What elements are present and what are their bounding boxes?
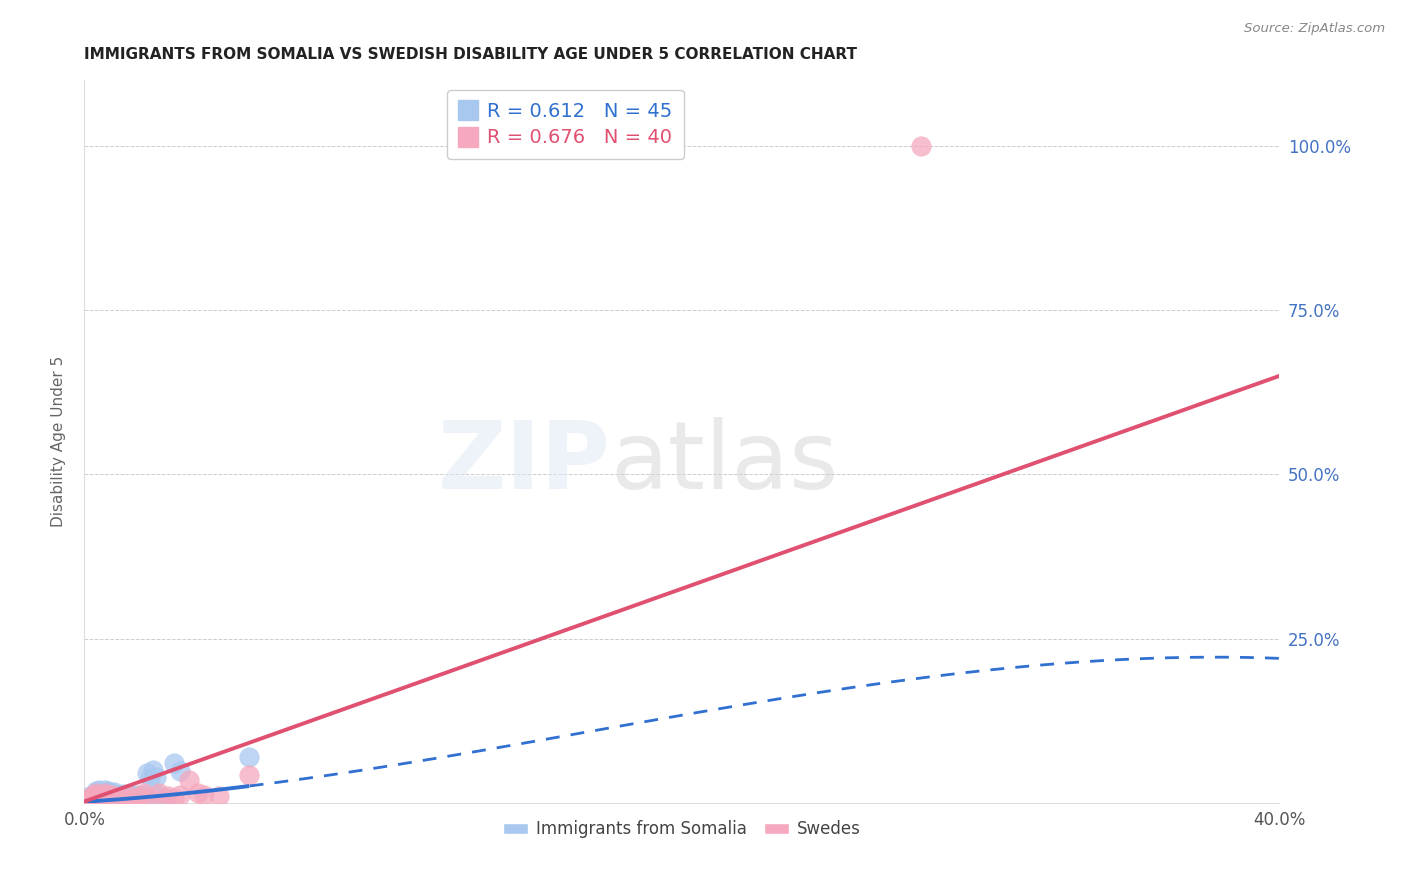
Point bbox=[89, 792, 111, 806]
Point bbox=[121, 792, 143, 806]
Point bbox=[148, 786, 170, 800]
Point bbox=[91, 788, 114, 802]
Point bbox=[115, 794, 138, 808]
Point bbox=[94, 792, 117, 806]
Point bbox=[169, 764, 191, 779]
Point bbox=[145, 770, 167, 784]
Point bbox=[193, 788, 215, 802]
Point bbox=[89, 789, 111, 804]
Point bbox=[91, 795, 114, 809]
Point bbox=[82, 788, 104, 802]
Point bbox=[112, 792, 135, 806]
Point bbox=[97, 784, 120, 798]
Point bbox=[100, 794, 122, 808]
Point bbox=[105, 788, 128, 802]
Point bbox=[103, 790, 125, 805]
Point bbox=[163, 756, 186, 771]
Point bbox=[127, 793, 149, 807]
Y-axis label: Disability Age Under 5: Disability Age Under 5 bbox=[51, 356, 66, 527]
Point bbox=[124, 791, 146, 805]
Point bbox=[79, 790, 101, 805]
Point bbox=[110, 793, 132, 807]
Point bbox=[169, 788, 191, 802]
Text: IMMIGRANTS FROM SOMALIA VS SWEDISH DISABILITY AGE UNDER 5 CORRELATION CHART: IMMIGRANTS FROM SOMALIA VS SWEDISH DISAB… bbox=[84, 47, 858, 62]
Point bbox=[127, 793, 149, 807]
Point bbox=[655, 139, 678, 153]
Point bbox=[103, 794, 125, 808]
Point bbox=[97, 789, 120, 804]
Point bbox=[148, 789, 170, 804]
Point bbox=[129, 789, 152, 804]
Point bbox=[82, 790, 104, 805]
Point bbox=[89, 782, 111, 797]
Point bbox=[157, 789, 180, 804]
Point bbox=[139, 790, 162, 805]
Point bbox=[177, 772, 200, 787]
Point bbox=[142, 763, 165, 777]
Point bbox=[100, 788, 122, 802]
Point bbox=[97, 793, 120, 807]
Legend: Immigrants from Somalia, Swedes: Immigrants from Somalia, Swedes bbox=[496, 814, 868, 845]
Point bbox=[110, 789, 132, 804]
Text: atlas: atlas bbox=[610, 417, 838, 509]
Point bbox=[112, 790, 135, 805]
Text: Source: ZipAtlas.com: Source: ZipAtlas.com bbox=[1244, 22, 1385, 36]
Point bbox=[129, 790, 152, 805]
Point bbox=[132, 786, 156, 800]
Point bbox=[100, 792, 122, 806]
Point bbox=[910, 139, 932, 153]
Point bbox=[76, 792, 98, 806]
Point bbox=[121, 788, 143, 802]
Point bbox=[238, 749, 260, 764]
Point bbox=[86, 784, 108, 798]
Point bbox=[118, 790, 141, 805]
Point bbox=[86, 792, 108, 806]
Point bbox=[136, 766, 159, 780]
Point bbox=[139, 771, 162, 785]
Point bbox=[86, 786, 108, 800]
Point bbox=[105, 792, 128, 806]
Point bbox=[127, 788, 149, 802]
Point bbox=[103, 792, 125, 806]
Point bbox=[94, 788, 117, 802]
Point bbox=[124, 790, 146, 805]
Point bbox=[112, 787, 135, 801]
Point bbox=[100, 786, 122, 800]
Point bbox=[118, 789, 141, 804]
Point bbox=[187, 786, 209, 800]
Point bbox=[132, 789, 156, 804]
Point bbox=[103, 785, 125, 799]
Point bbox=[79, 789, 101, 804]
Point bbox=[110, 793, 132, 807]
Text: ZIP: ZIP bbox=[437, 417, 610, 509]
Point bbox=[103, 789, 125, 804]
Point bbox=[97, 792, 120, 806]
Point bbox=[86, 792, 108, 806]
Point bbox=[94, 786, 117, 800]
Point bbox=[105, 792, 128, 806]
Point bbox=[91, 793, 114, 807]
Point bbox=[208, 789, 231, 804]
Point bbox=[94, 782, 117, 797]
Point bbox=[89, 788, 111, 802]
Point bbox=[91, 786, 114, 800]
Point bbox=[153, 790, 176, 805]
Point bbox=[115, 794, 138, 808]
Point bbox=[115, 789, 138, 804]
Point bbox=[238, 768, 260, 782]
Point bbox=[163, 790, 186, 805]
Point bbox=[82, 794, 104, 808]
Point bbox=[97, 789, 120, 804]
Point bbox=[94, 791, 117, 805]
Point bbox=[89, 793, 111, 807]
Point bbox=[121, 792, 143, 806]
